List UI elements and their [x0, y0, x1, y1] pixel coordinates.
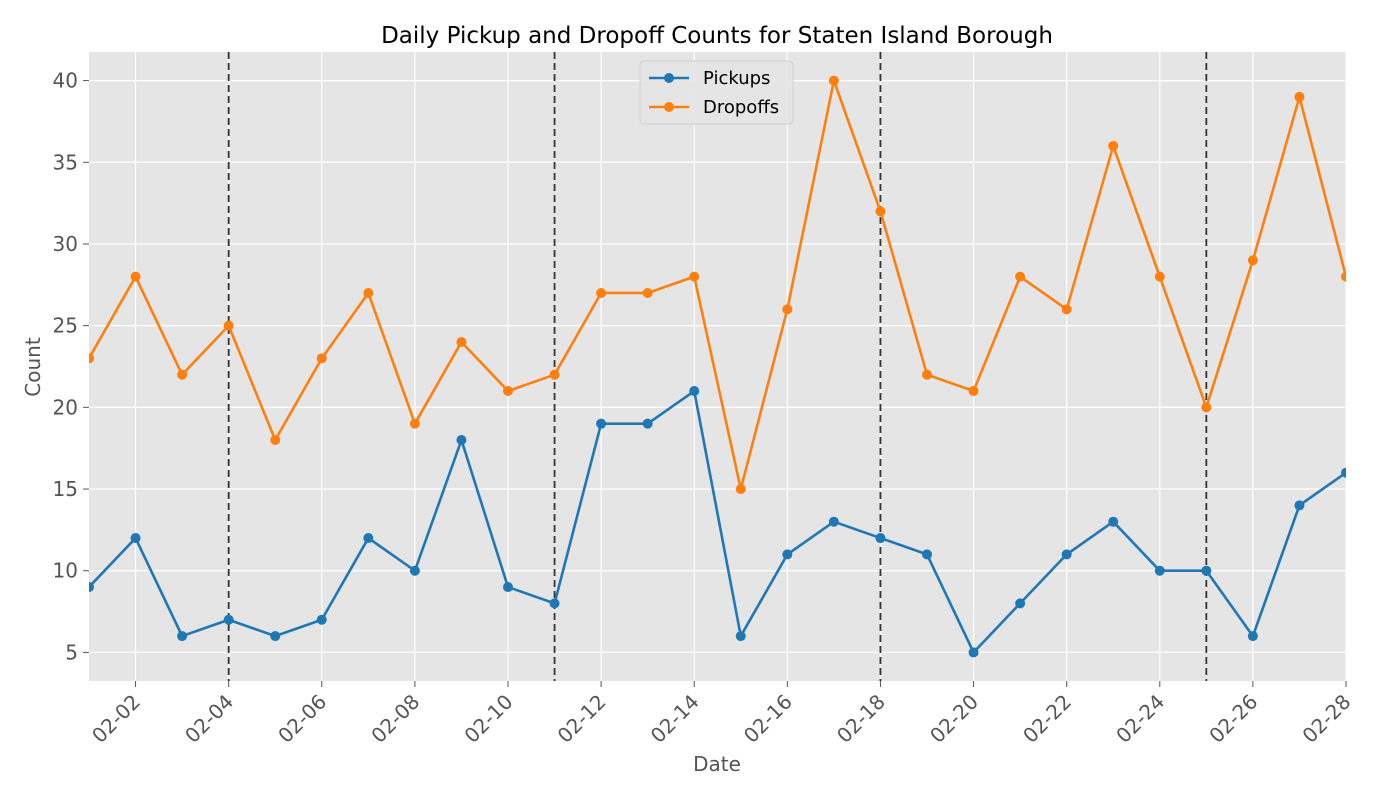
pickups-point: [828, 516, 839, 527]
x-tick-label: 02-18: [832, 690, 890, 748]
legend: Pickups Dropoffs: [639, 60, 794, 125]
pickups-point: [968, 647, 979, 658]
y-tick-label: 5: [65, 640, 78, 664]
x-axis-label: Date: [693, 752, 741, 776]
pickups-point: [409, 565, 420, 576]
dropoffs-point: [596, 287, 607, 298]
chart-title: Daily Pickup and Dropoff Counts for Stat…: [381, 23, 1053, 49]
dropoffs-point: [968, 386, 979, 397]
y-tick-label: 15: [53, 477, 78, 501]
series-layer: [89, 75, 1346, 658]
dropoffs-line: [89, 79, 1346, 491]
y-tick-label: 10: [53, 559, 78, 583]
pickups-point: [1341, 467, 1346, 478]
x-tick-label: 02-14: [646, 690, 704, 748]
dropoffs-point: [1154, 271, 1165, 282]
pickups-point: [782, 549, 793, 560]
pickups-point: [223, 614, 234, 625]
x-tick-label: 02-16: [739, 690, 797, 748]
pickups-point: [1247, 631, 1258, 642]
pickups-point: [1061, 549, 1072, 560]
pickups-point: [735, 631, 746, 642]
dropoffs-point: [270, 435, 281, 446]
y-axis-ticks: 5 10 15 20 25 30 35 40: [53, 69, 89, 664]
x-tick-label: 02-12: [553, 690, 611, 748]
y-tick-label: 40: [53, 69, 78, 93]
grid: [89, 52, 1347, 681]
dropoffs-point: [549, 369, 560, 380]
pickups-point: [456, 435, 467, 446]
pickups-point: [875, 533, 886, 544]
dropoffs-point: [1294, 91, 1305, 102]
pickups-point: [642, 418, 653, 429]
x-axis-ticks: 02-02 02-04 02-06 02-08 02-10 02-12 02-14 02-16…: [87, 681, 1356, 748]
pickups-point: [363, 533, 374, 544]
series-clip-group: [89, 75, 1346, 658]
dropoffs-point: [875, 206, 886, 217]
x-tick-label: 02-02: [87, 690, 145, 748]
y-axis-label: Count: [21, 337, 45, 397]
dropoffs-point: [1015, 271, 1026, 282]
pickups-point: [1294, 500, 1305, 511]
dropoffs-point: [1341, 271, 1346, 282]
pickups-point: [1154, 565, 1165, 576]
dropoffs-point: [782, 304, 793, 315]
y-tick-label: 35: [53, 150, 78, 174]
dropoffs-point: [828, 75, 839, 86]
x-tick-label: 02-04: [180, 690, 238, 748]
pickups-point: [1015, 598, 1026, 609]
pickups-point: [922, 549, 932, 560]
week-markers: [227, 52, 1208, 681]
x-tick-label: 02-08: [366, 690, 424, 748]
y-tick-label: 30: [53, 232, 78, 256]
dropoffs-point: [177, 369, 188, 380]
legend-pickups-label: Pickups: [703, 68, 770, 89]
dropoffs-point: [1108, 140, 1119, 151]
pickups-point: [89, 582, 94, 593]
legend-dropoffs-marker: [664, 102, 674, 112]
x-tick-label: 02-28: [1297, 690, 1355, 748]
plot-area: [89, 52, 1346, 681]
pickups-line: [89, 389, 1346, 654]
dropoffs-point: [316, 353, 327, 364]
legend-pickups-marker: [664, 73, 674, 83]
pickups-point: [1201, 565, 1212, 576]
y-tick-label: 20: [53, 395, 78, 419]
pickups-point: [270, 631, 281, 642]
pickups-point: [596, 418, 607, 429]
dropoffs-point: [456, 336, 467, 347]
pickups-point: [549, 598, 560, 609]
x-tick-label: 02-10: [459, 690, 517, 748]
y-tick-label: 25: [53, 314, 78, 338]
pickups-point: [503, 582, 513, 593]
dropoffs-point: [1201, 402, 1212, 413]
x-tick-label: 02-22: [1018, 690, 1076, 748]
pickups-point: [130, 533, 141, 544]
pickups-point: [689, 386, 700, 397]
pickups-point: [316, 614, 327, 625]
x-tick-label: 02-24: [1111, 690, 1169, 748]
pickups-point: [177, 631, 188, 642]
dropoffs-point: [89, 353, 94, 364]
dropoffs-point: [922, 369, 932, 380]
dropoffs-point: [223, 320, 234, 331]
dropoffs-point: [409, 418, 420, 429]
pickups-point: [1108, 516, 1119, 527]
dropoffs-point: [1061, 304, 1072, 315]
x-tick-label: 02-26: [1204, 690, 1262, 748]
x-tick-label: 02-06: [273, 690, 331, 748]
dropoffs-point: [735, 484, 746, 495]
dropoffs-point: [363, 287, 374, 298]
dropoffs-point: [503, 386, 513, 397]
dropoffs-point: [689, 271, 700, 282]
x-tick-label: 02-20: [925, 690, 983, 748]
dropoffs-point: [130, 271, 141, 282]
dropoffs-point: [642, 287, 653, 298]
legend-dropoffs-label: Dropoffs: [703, 97, 779, 118]
dropoffs-point: [1247, 255, 1258, 266]
